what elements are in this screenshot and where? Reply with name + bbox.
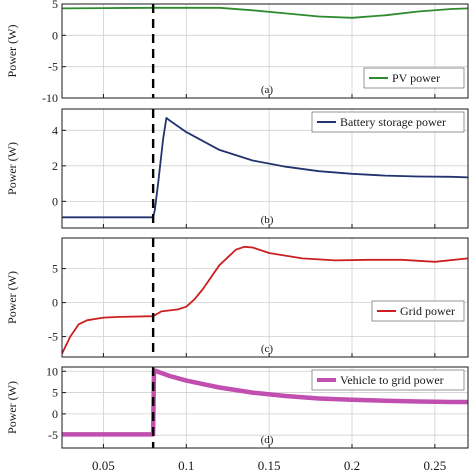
x-tick-label: 0.25 <box>423 458 446 473</box>
y-tick-label: -5 <box>48 60 58 74</box>
series-line-3 <box>62 245 468 354</box>
y-tick-label: 5 <box>52 386 58 400</box>
x-tick-label: 0.2 <box>344 458 360 473</box>
y-tick-label: 2 <box>52 159 58 173</box>
y-tick-label: -5 <box>48 330 58 344</box>
y-tick-label: -10 <box>42 91 58 105</box>
panel-label: (a) <box>261 84 274 96</box>
y-tick-label: 10 <box>46 364 58 378</box>
y-axis-label: Power (W) <box>5 271 19 324</box>
legend: PV power <box>363 67 465 89</box>
panel-label: (c) <box>261 343 274 355</box>
legend-box <box>363 67 465 89</box>
panel-4: 10 5 0 -5 Power (W) (d) Vehicle to grid power <box>5 364 469 449</box>
panel-2: 4 2 0 Power (W) (b) Battery storage power <box>5 108 469 229</box>
legend-label: Vehicle to grid power <box>340 373 444 387</box>
legend-box <box>311 369 465 391</box>
axes-frame <box>61 366 469 449</box>
legend-box <box>311 111 465 133</box>
y-tick-label: 5 <box>52 0 58 11</box>
series-line-1 <box>62 6 468 19</box>
y-axis-label: Power (W) <box>5 381 19 434</box>
legend: Grid power <box>371 300 465 322</box>
series-line-2 <box>62 117 468 219</box>
panel-3: 5 0 -5 Power (W) (c) Grid power <box>5 237 469 358</box>
axes-frame <box>61 108 469 229</box>
y-axis-label: Power (W) <box>5 142 19 195</box>
y-tick-label: -5 <box>48 428 58 442</box>
x-tick-label: 0.15 <box>258 458 281 473</box>
x-tick-label: 0.05 <box>92 458 115 473</box>
axes-frame <box>61 3 469 99</box>
y-tick-label: 0 <box>52 296 58 310</box>
y-tick-label: 0 <box>52 28 58 42</box>
y-tick-label: 4 <box>52 123 58 137</box>
panel-label: (d) <box>261 434 274 446</box>
y-axis-label: Power (W) <box>5 25 19 78</box>
legend-label: PV power <box>392 71 440 85</box>
legend-label: Battery storage power <box>340 115 446 129</box>
legend: Vehicle to grid power <box>311 369 465 391</box>
legend-box <box>371 300 465 322</box>
legend-label: Grid power <box>400 304 455 318</box>
y-tick-label: 5 <box>52 262 58 276</box>
y-tick-label: 0 <box>52 407 58 421</box>
x-tick-label: 0.1 <box>178 458 194 473</box>
legend: Battery storage power <box>311 111 465 133</box>
panel-label: (b) <box>261 214 274 226</box>
axes-frame <box>61 237 469 358</box>
panel-1: 5 0 -5 -10 Power (W) (a) PV power <box>5 0 469 105</box>
y-tick-label: 0 <box>52 194 58 208</box>
